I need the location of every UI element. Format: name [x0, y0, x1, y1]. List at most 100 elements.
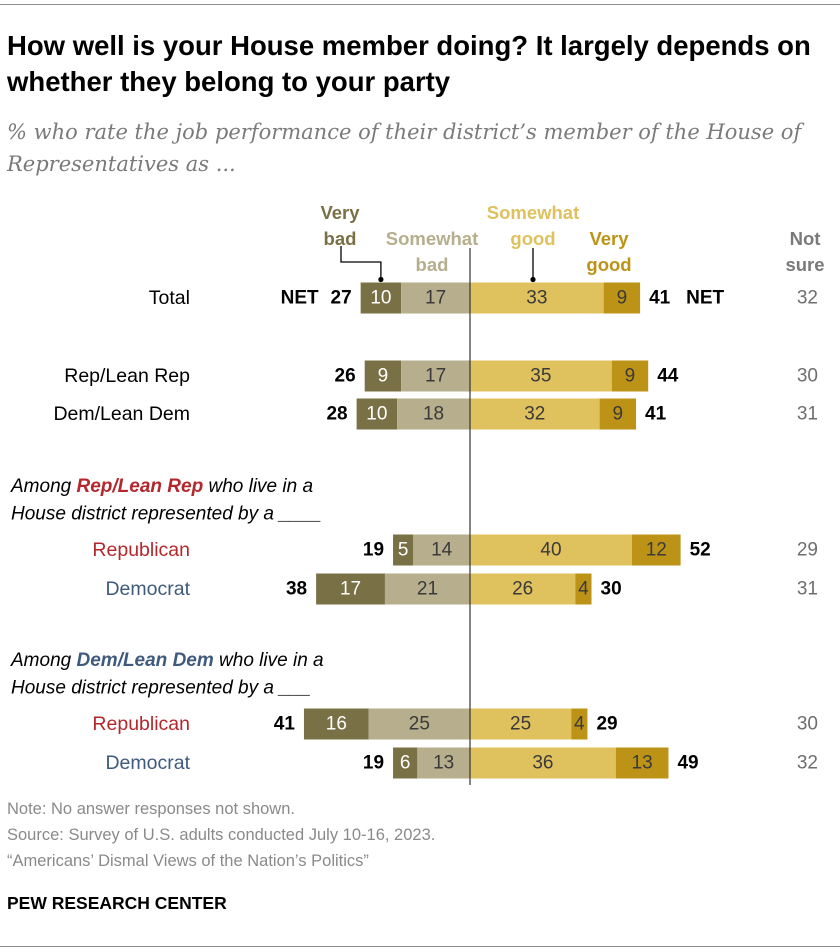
label-somewhat-bad: 18	[423, 404, 444, 425]
not-sure-value: 31	[797, 404, 818, 425]
net-bad-value: 41	[274, 714, 296, 735]
bar-somewhat-bad	[397, 398, 470, 430]
label-very-good: 13	[632, 753, 653, 774]
footer-source: Source: Survey of U.S. adults conducted …	[7, 826, 436, 844]
label-very-good: 4	[574, 714, 585, 735]
bar-somewhat-good	[470, 708, 572, 740]
bar-very-good	[575, 573, 592, 605]
net-good-value: 44	[657, 366, 679, 387]
row-label: Democrat	[105, 752, 190, 774]
net-good-value: 41	[645, 404, 667, 425]
label-somewhat-bad: 14	[431, 540, 453, 561]
bar-very-good	[571, 708, 588, 740]
label-somewhat-bad: 21	[417, 579, 438, 600]
group-heading-line2: House district represented by a ____	[11, 504, 322, 525]
legend-very-bad: Very bad	[320, 202, 360, 249]
label-somewhat-good: 25	[510, 714, 531, 735]
bar-very-good	[632, 534, 681, 566]
legend-very-good: Very good	[586, 228, 632, 275]
bar-very-good	[599, 398, 637, 430]
bar-very-bad	[360, 282, 402, 314]
not-sure-value: 29	[797, 540, 818, 561]
group-heading: Among Dem/Lean Dem who live in a	[10, 650, 324, 671]
bar-very-good	[603, 282, 641, 314]
bar-very-bad	[393, 747, 418, 779]
row-label: Total	[149, 287, 190, 309]
label-very-good: 9	[613, 404, 624, 425]
label-somewhat-good: 36	[532, 753, 553, 774]
net-bad-value: 27	[331, 288, 352, 309]
label-somewhat-bad: 25	[409, 714, 430, 735]
label-somewhat-bad: 17	[425, 288, 446, 309]
not-sure-value: 32	[797, 753, 818, 774]
bar-somewhat-good	[470, 573, 576, 605]
row-label: Dem/Lean Dem	[53, 403, 190, 425]
chart-subtitle: % who rate the job performance of their …	[7, 120, 802, 176]
label-somewhat-good: 40	[540, 540, 561, 561]
label-very-good: 12	[646, 540, 667, 561]
not-sure-value: 32	[797, 288, 818, 309]
net-good-value: 29	[596, 714, 617, 735]
label-somewhat-good: 35	[530, 366, 551, 387]
label-very-bad: 5	[398, 540, 409, 561]
bar-very-bad	[364, 360, 402, 392]
legend-somewhat-bad: Somewhat bad	[385, 228, 479, 275]
bar-somewhat-bad	[401, 360, 470, 392]
bar-somewhat-bad	[413, 534, 470, 566]
bar-somewhat-bad	[384, 573, 470, 605]
bar-somewhat-good	[470, 747, 616, 779]
net-tag-right: NET	[686, 288, 724, 309]
bar-very-good	[611, 360, 649, 392]
label-somewhat-good: 33	[526, 288, 547, 309]
bar-very-bad	[303, 708, 369, 740]
bar-very-bad	[316, 573, 385, 605]
leader-line-very-bad	[340, 246, 382, 280]
label-very-bad: 9	[378, 366, 389, 387]
bar-somewhat-good	[470, 282, 604, 314]
not-sure-value: 30	[797, 366, 818, 387]
net-bad-value: 26	[335, 366, 356, 387]
label-very-bad: 10	[370, 288, 391, 309]
row-label: Republican	[92, 713, 190, 735]
net-good-value: 52	[690, 540, 711, 561]
label-very-bad: 6	[400, 753, 411, 774]
leader-dot-somewhat-good	[530, 276, 536, 283]
label-very-good: 9	[625, 366, 636, 387]
net-bad-value: 28	[326, 404, 347, 425]
row-label: Republican	[92, 539, 190, 561]
label-somewhat-good: 32	[524, 404, 545, 425]
label-somewhat-bad: 17	[425, 366, 446, 387]
footer-note: Note: No answer responses not shown.	[7, 800, 295, 818]
net-good-value: 30	[601, 579, 622, 600]
net-tag-left: NET	[281, 288, 319, 309]
bar-somewhat-bad	[417, 747, 470, 779]
label-very-bad: 10	[366, 404, 387, 425]
bar-very-bad	[393, 534, 414, 566]
bar-very-bad	[356, 398, 398, 430]
bottom-rule	[0, 946, 840, 947]
label-very-good: 9	[617, 288, 628, 309]
leader-dot-very-bad	[378, 276, 384, 283]
not-sure-value: 30	[797, 714, 818, 735]
net-bad-value: 38	[286, 579, 307, 600]
label-somewhat-bad: 13	[433, 753, 454, 774]
bar-somewhat-bad	[368, 708, 470, 740]
net-bad-value: 19	[363, 540, 384, 561]
chart-title: How well is your House member doing? It …	[7, 30, 811, 97]
bar-somewhat-bad	[401, 282, 470, 314]
legend-somewhat-good: Somewhat good	[486, 202, 580, 249]
row-label: Democrat	[105, 578, 190, 600]
bar-very-good	[615, 747, 669, 779]
net-bad-value: 19	[363, 753, 384, 774]
label-very-bad: 16	[326, 714, 347, 735]
group-heading-line2: House district represented by a ___	[11, 678, 311, 699]
top-rule	[0, 4, 840, 5]
footer-report: “Americans’ Dismal Views of the Nation’s…	[7, 852, 369, 870]
label-very-good: 4	[578, 579, 589, 600]
legend-not-sure: Not sure	[785, 228, 825, 275]
group-heading: Among Rep/Lean Rep who live in a	[10, 476, 313, 497]
net-good-value: 41	[649, 288, 671, 309]
label-somewhat-good: 26	[512, 579, 533, 600]
bar-somewhat-good	[470, 534, 632, 566]
